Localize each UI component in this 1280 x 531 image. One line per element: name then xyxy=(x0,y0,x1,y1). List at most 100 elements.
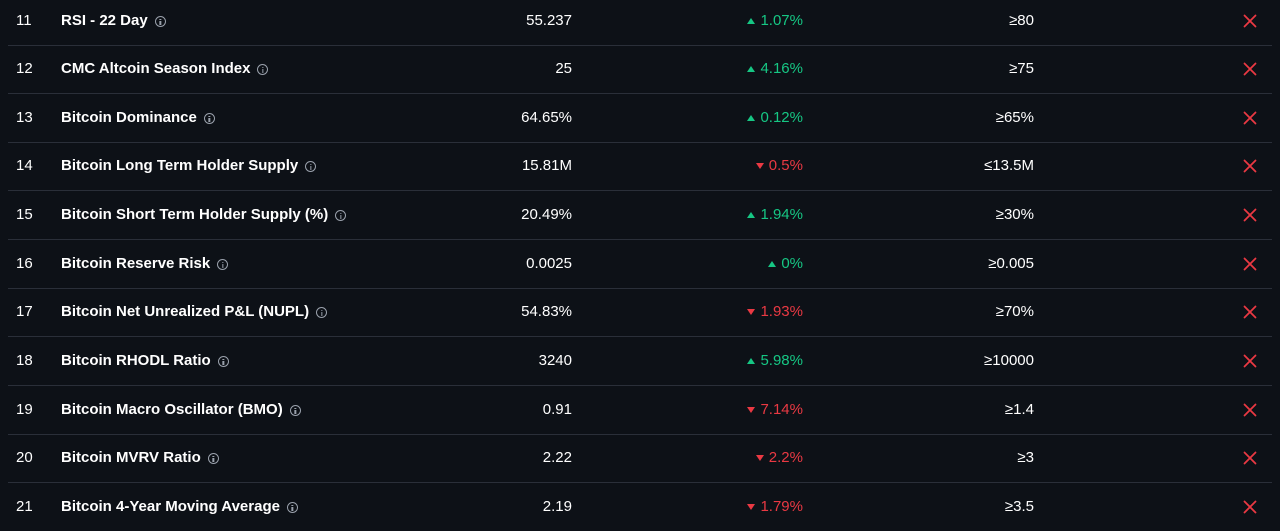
indicator-name[interactable]: Bitcoin 4-Year Moving Average xyxy=(61,498,280,515)
table-row[interactable]: 19 Bitcoin Macro Oscillator (BMO) 0.91 7.14… xyxy=(8,386,1272,435)
indicator-name[interactable]: Bitcoin Macro Oscillator (BMO) xyxy=(61,401,283,418)
change-value: 0.5% xyxy=(768,157,803,174)
current-value: 0.91 xyxy=(542,401,572,418)
table-row[interactable]: 15 Bitcoin Short Term Holder Supply (%) 20… xyxy=(8,191,1272,240)
change-percent: 5.98% xyxy=(747,337,803,385)
info-icon[interactable] xyxy=(289,404,301,416)
row-index: 14 xyxy=(16,157,33,174)
info-icon[interactable] xyxy=(217,258,229,270)
x-icon xyxy=(1240,288,1260,336)
current-value: 54.83% xyxy=(521,303,572,320)
change-percent: 4.16% xyxy=(747,45,803,93)
change-value: 0% xyxy=(781,255,803,272)
table-row[interactable]: 21 Bitcoin 4-Year Moving Average 2.19 1.79%… xyxy=(8,483,1272,531)
info-icon[interactable] xyxy=(203,112,215,124)
indicator-name-cell[interactable]: Bitcoin Macro Oscillator (BMO) xyxy=(61,386,301,434)
target-value: ≥70% xyxy=(995,303,1034,320)
row-index: 21 xyxy=(16,498,33,515)
current-value: 2.22 xyxy=(542,449,572,466)
indicator-name[interactable]: RSI - 22 Day xyxy=(61,12,148,29)
change-value: 1.94% xyxy=(760,206,803,223)
change-value: 5.98% xyxy=(760,352,803,369)
change-percent: 1.79% xyxy=(747,483,803,531)
current-value: 0.0025 xyxy=(526,255,572,272)
x-icon xyxy=(1240,191,1260,239)
row-index: 12 xyxy=(16,60,33,77)
x-icon xyxy=(1240,94,1260,142)
indicator-name-cell[interactable]: Bitcoin Reserve Risk xyxy=(61,240,229,288)
x-icon xyxy=(1240,240,1260,288)
table-row[interactable]: 13 Bitcoin Dominance 64.65% 0.12% ≥65% xyxy=(8,94,1272,143)
table-row[interactable]: 12 CMC Altcoin Season Index 25 4.16% ≥75 xyxy=(8,45,1272,94)
change-value: 4.16% xyxy=(760,60,803,77)
table-row[interactable]: 17 Bitcoin Net Unrealized P&L (NUPL) 54.83… xyxy=(8,288,1272,337)
info-icon[interactable] xyxy=(316,306,328,318)
table-row[interactable]: 18 Bitcoin RHODL Ratio 3240 5.98% ≥10000 xyxy=(8,337,1272,386)
indicator-name-cell[interactable]: Bitcoin RHODL Ratio xyxy=(61,337,229,385)
change-value: 7.14% xyxy=(760,401,803,418)
x-icon xyxy=(1240,45,1260,93)
target-value: ≥3.5 xyxy=(1004,498,1034,515)
current-value: 3240 xyxy=(538,352,572,369)
table-row[interactable]: 11 RSI - 22 Day 55.237 1.07% ≥80 xyxy=(8,0,1272,46)
triangle-up-icon xyxy=(747,358,756,364)
row-index: 18 xyxy=(16,352,33,369)
indicator-name[interactable]: Bitcoin Net Unrealized P&L (NUPL) xyxy=(61,303,310,320)
info-icon[interactable] xyxy=(286,501,298,513)
info-icon[interactable] xyxy=(217,355,229,367)
indicator-name-cell[interactable]: Bitcoin Long Term Holder Supply xyxy=(61,142,317,190)
info-icon[interactable] xyxy=(207,452,219,464)
indicator-name[interactable]: CMC Altcoin Season Index xyxy=(61,60,251,77)
indicator-name-cell[interactable]: Bitcoin Short Term Holder Supply (%) xyxy=(61,191,347,239)
triangle-down-icon xyxy=(755,455,764,461)
target-value: ≥10000 xyxy=(984,352,1034,369)
table-row[interactable]: 14 Bitcoin Long Term Holder Supply 15.81M 0… xyxy=(8,142,1272,191)
current-value: 20.49% xyxy=(521,206,572,223)
triangle-down-icon xyxy=(755,163,764,169)
change-value: 1.79% xyxy=(760,498,803,515)
change-percent: 0.12% xyxy=(747,94,803,142)
triangle-down-icon xyxy=(747,309,756,315)
info-icon[interactable] xyxy=(257,63,269,75)
indicator-name[interactable]: Bitcoin Short Term Holder Supply (%) xyxy=(61,206,329,223)
target-value: ≥1.4 xyxy=(1004,401,1034,418)
indicator-name-cell[interactable]: Bitcoin Net Unrealized P&L (NUPL) xyxy=(61,288,328,336)
triangle-up-icon xyxy=(747,18,756,24)
table-row[interactable]: 16 Bitcoin Reserve Risk 0.0025 0% ≥0.005 xyxy=(8,240,1272,289)
change-value: 1.93% xyxy=(760,303,803,320)
row-index: 11 xyxy=(16,12,32,29)
indicator-name-cell[interactable]: CMC Altcoin Season Index xyxy=(61,45,269,93)
target-value: ≥0.005 xyxy=(988,255,1034,272)
indicator-name[interactable]: Bitcoin Long Term Holder Supply xyxy=(61,157,299,174)
x-icon xyxy=(1240,337,1260,385)
info-icon[interactable] xyxy=(335,209,347,221)
info-icon[interactable] xyxy=(305,160,317,172)
current-value: 64.65% xyxy=(521,109,572,126)
row-index: 16 xyxy=(16,255,33,272)
x-icon xyxy=(1240,0,1260,45)
triangle-up-icon xyxy=(747,212,756,218)
indicator-name-cell[interactable]: Bitcoin 4-Year Moving Average xyxy=(61,483,298,531)
table-row[interactable]: 20 Bitcoin MVRV Ratio 2.22 2.2% ≥3 xyxy=(8,434,1272,483)
indicator-name[interactable]: Bitcoin Reserve Risk xyxy=(61,255,211,272)
triangle-up-icon xyxy=(747,66,756,72)
target-value: ≥80 xyxy=(1009,12,1034,29)
change-percent: 2.2% xyxy=(755,434,803,482)
indicator-name[interactable]: Bitcoin MVRV Ratio xyxy=(61,449,201,466)
indicator-name[interactable]: Bitcoin Dominance xyxy=(61,109,197,126)
indicator-name-cell[interactable]: Bitcoin MVRV Ratio xyxy=(61,434,219,482)
indicator-name[interactable]: Bitcoin RHODL Ratio xyxy=(61,352,211,369)
current-value: 2.19 xyxy=(542,498,572,515)
change-percent: 0% xyxy=(768,240,803,288)
current-value: 55.237 xyxy=(526,12,572,29)
triangle-up-icon xyxy=(747,115,756,121)
row-index: 20 xyxy=(16,449,33,466)
current-value: 25 xyxy=(555,60,572,77)
indicator-name-cell[interactable]: Bitcoin Dominance xyxy=(61,94,215,142)
target-value: ≤13.5M xyxy=(984,157,1034,174)
indicator-name-cell[interactable]: RSI - 22 Day xyxy=(61,0,166,45)
change-value: 2.2% xyxy=(768,449,803,466)
change-percent: 1.93% xyxy=(747,288,803,336)
info-icon[interactable] xyxy=(154,15,166,27)
triangle-down-icon xyxy=(747,504,756,510)
